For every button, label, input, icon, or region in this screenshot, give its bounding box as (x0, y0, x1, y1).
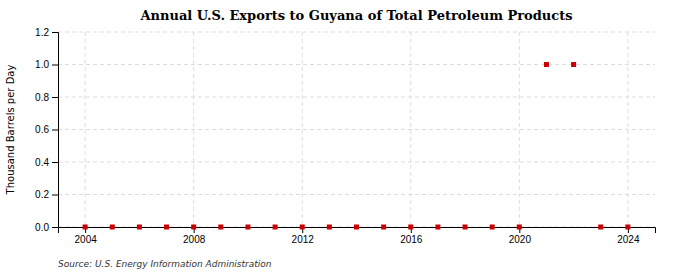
grid-line (302, 32, 303, 227)
y-axis: 0.0 0.2 0.4 0.6 0.8 1.0 1.2 (35, 27, 58, 233)
tick: 0.4 (35, 157, 58, 168)
tick-label: 0.2 (35, 189, 49, 200)
tick-label: 2024 (617, 234, 640, 245)
grid-line (58, 162, 655, 163)
point (598, 225, 603, 230)
point (137, 225, 142, 230)
point (218, 225, 223, 230)
grid-line (85, 32, 86, 227)
grid-line (410, 32, 411, 227)
tick: 1.0 (35, 59, 58, 70)
point (164, 225, 169, 230)
point (83, 225, 88, 230)
grid-line (58, 32, 655, 33)
tick-label: 1.0 (35, 59, 49, 70)
tick-label: 0.8 (35, 92, 49, 103)
tick: 0.8 (35, 92, 58, 103)
chart: 2004 2008 2012 2016 2020 2024 0.0 0.2 0.4 0.6 0.8 1… (0, 0, 675, 275)
point (381, 225, 386, 230)
point (571, 62, 576, 67)
point (408, 225, 413, 230)
tick-mark (52, 65, 58, 66)
grid (58, 32, 655, 227)
point (300, 225, 305, 230)
tick-label: 2008 (183, 234, 206, 245)
point (354, 225, 359, 230)
tick-label: 2020 (509, 234, 532, 245)
point (625, 225, 630, 230)
tick: 2004 (75, 227, 98, 245)
tick-mark (52, 97, 58, 98)
point (517, 225, 522, 230)
tick-mark (52, 130, 58, 131)
point (490, 225, 495, 230)
tick: 0.6 (35, 124, 58, 135)
point (191, 225, 196, 230)
tick-label: 2016 (400, 234, 423, 245)
point (110, 225, 115, 230)
x-axis: 2004 2008 2012 2016 2020 2024 (59, 227, 656, 245)
tick-mark (52, 227, 58, 228)
grid-line (58, 129, 655, 130)
grid-line (627, 32, 628, 227)
tick-label: 0.6 (35, 124, 49, 135)
annotation: Source: U.S. Energy Information Administ… (58, 259, 272, 269)
plot: 2004 2008 2012 2016 2020 2024 0.0 0.2 0.4 0.6 0.8 1… (35, 27, 655, 245)
tick: 2016 (400, 227, 423, 245)
tick: 2020 (509, 227, 532, 245)
point (435, 225, 440, 230)
tick: 2008 (183, 227, 206, 245)
tick-mark (52, 32, 58, 33)
title: Annual U.S. Exports to Guyana of Total P… (139, 8, 572, 23)
grid-line (193, 32, 194, 227)
grid-line (58, 64, 655, 65)
tick-label: 2012 (292, 234, 315, 245)
grid-line (58, 194, 655, 195)
tick-mark (52, 195, 58, 196)
points (83, 62, 631, 230)
point (544, 62, 549, 67)
point (327, 225, 332, 230)
point (273, 225, 278, 230)
tick: 0.0 (35, 222, 58, 233)
grid-line (58, 97, 655, 98)
tick: 2024 (617, 227, 640, 245)
axis-line (52, 33, 59, 228)
tick-label: 2004 (75, 234, 98, 245)
tick-mark (52, 162, 58, 163)
tick-label: 0.4 (35, 157, 49, 168)
tick: 0.2 (35, 189, 58, 200)
point (463, 225, 468, 230)
point (245, 225, 250, 230)
tick: 1.2 (35, 27, 58, 38)
grid-line (519, 32, 520, 227)
y-axis-title: Thousand Barrels per Day (5, 65, 16, 196)
tick: 2012 (292, 227, 315, 245)
tick-label: 0.0 (35, 222, 49, 233)
tick-label: 1.2 (35, 27, 49, 38)
